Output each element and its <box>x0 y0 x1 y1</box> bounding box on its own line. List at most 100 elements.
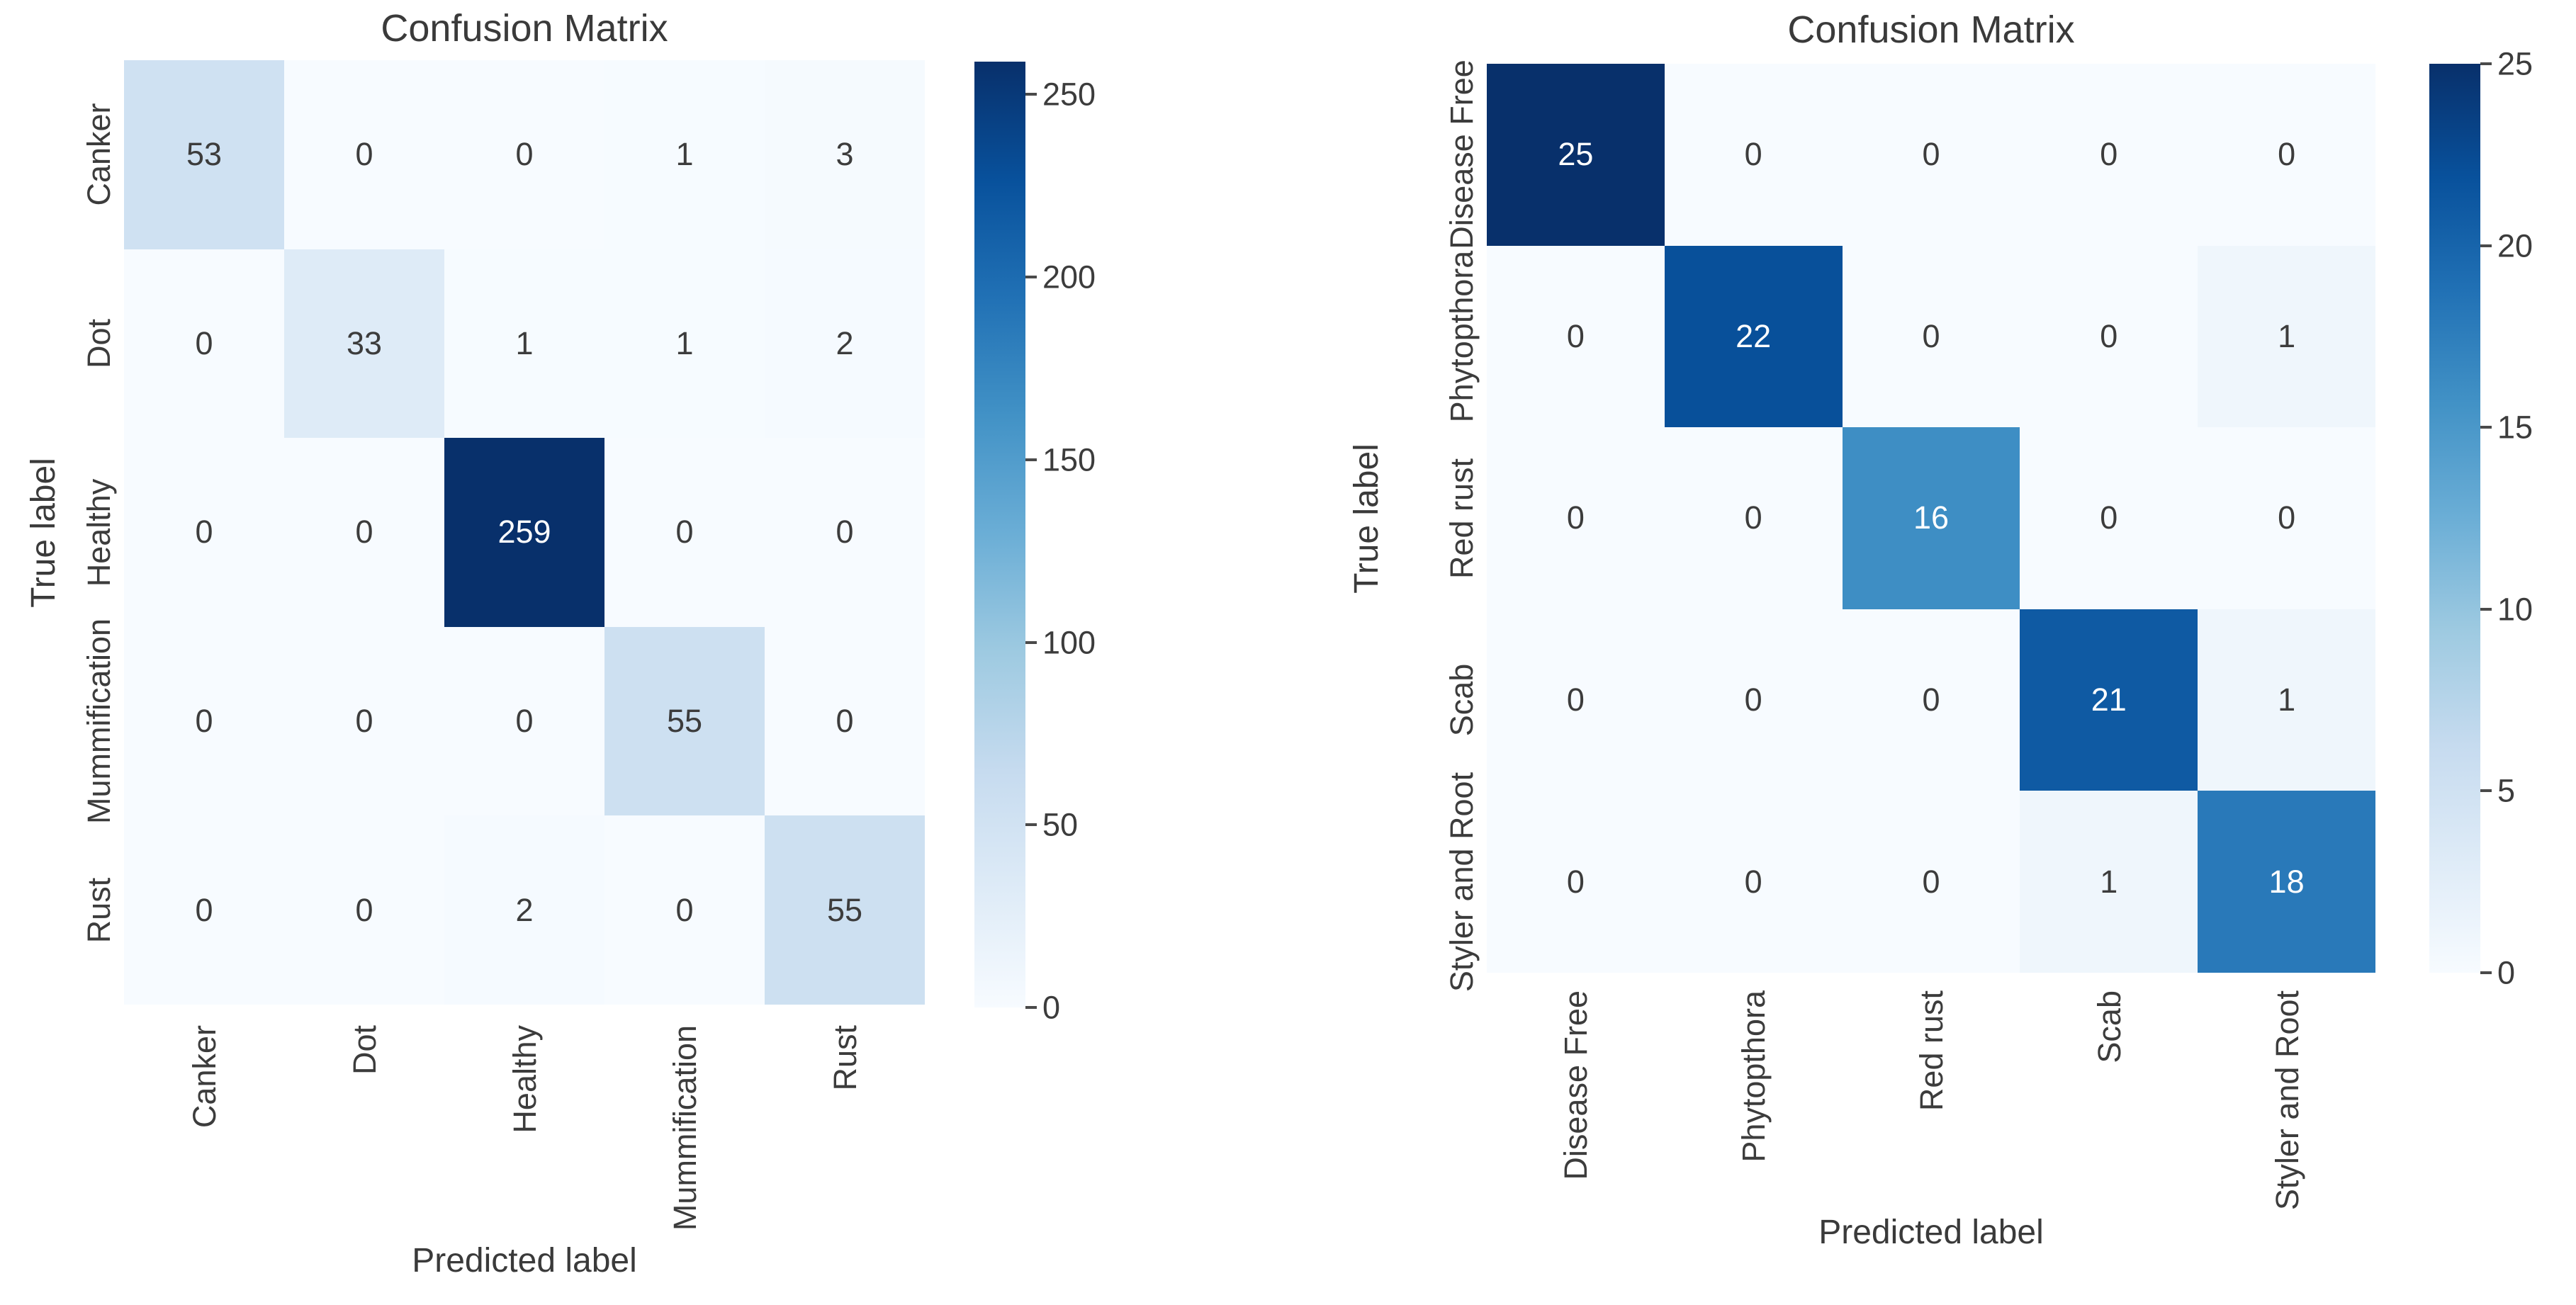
cell-value: 1 <box>515 324 534 361</box>
cell-value: 0 <box>2278 499 2296 536</box>
cell-value: 0 <box>355 514 373 550</box>
cell-value: 21 <box>2091 682 2127 718</box>
cell-phytopthora-disease-free: 0 <box>1487 245 1665 428</box>
y-tick-label-disease-free: Disease Free <box>1444 60 1480 250</box>
x-tick-label-rust: Rust <box>827 1025 863 1091</box>
y-tick-label-dot: Dot <box>81 318 117 368</box>
cell-mummification-mummification: 55 <box>604 626 765 816</box>
cell-value: 0 <box>355 136 373 173</box>
colorbar-tick-label: 200 <box>1042 259 1096 295</box>
cell-healthy-mummification: 0 <box>604 438 765 627</box>
cell-rust-healthy: 2 <box>444 815 604 1005</box>
cell-rust-mummification: 0 <box>604 815 765 1005</box>
cell-value: 0 <box>1922 682 1940 718</box>
cell-value: 0 <box>355 703 373 740</box>
colorbar-tick-label: 50 <box>1042 806 1079 843</box>
cell-value: 0 <box>355 891 373 928</box>
y-tick-label-canker: Canker <box>81 103 117 206</box>
x-tick-label-dot: Dot <box>347 1025 383 1075</box>
cell-value: 55 <box>666 703 703 740</box>
y-tick-label-phytopthora: Phytopthora <box>1444 250 1480 423</box>
cell-value: 0 <box>515 703 534 740</box>
cell-value: 0 <box>1566 682 1585 718</box>
cell-value: 25 <box>1558 136 1594 173</box>
x-tick-label-styler-and-root: Styler and Root <box>2268 990 2305 1211</box>
cell-styler-and-root-styler-and-root: 18 <box>2198 791 2375 973</box>
colorbar-tick-label: 100 <box>1042 624 1096 661</box>
colorbar-tick-mark <box>2480 244 2492 247</box>
colorbar-gradient <box>2429 64 2480 973</box>
cell-value: 0 <box>1566 317 1585 354</box>
x-tick-label-healthy: Healthy <box>507 1025 543 1134</box>
cell-value: 259 <box>497 514 551 550</box>
colorbar-tick-label: 250 <box>1042 76 1096 113</box>
cell-dot-mummification: 1 <box>604 249 765 439</box>
cell-disease-free-scab: 0 <box>2020 64 2198 246</box>
x-tick-label-scab: Scab <box>2091 990 2127 1063</box>
cell-value: 0 <box>1566 863 1585 900</box>
cell-value: 2 <box>836 324 854 361</box>
cell-value: 1 <box>2278 682 2296 718</box>
cell-mummification-rust: 0 <box>765 626 925 816</box>
colorbar-tick-mark <box>2480 426 2492 429</box>
cell-healthy-dot: 0 <box>284 438 444 627</box>
cell-value: 1 <box>675 136 694 173</box>
chart-title: Confusion Matrix <box>1787 9 2075 51</box>
x-tick-label-red-rust: Red rust <box>1913 990 1950 1112</box>
cell-dot-rust: 2 <box>765 249 925 439</box>
cell-scab-phytopthora: 0 <box>1664 609 1843 791</box>
cell-value: 0 <box>1922 863 1940 900</box>
cell-value: 16 <box>1913 499 1950 536</box>
cell-value: 18 <box>2268 863 2305 900</box>
cell-value: 0 <box>1922 136 1940 173</box>
colorbar-tick-label: 10 <box>2497 591 2533 628</box>
cell-value: 0 <box>1566 499 1585 536</box>
cell-phytopthora-scab: 0 <box>2020 245 2198 428</box>
colorbar-tick-mark <box>1025 823 1037 827</box>
y-tick-label-healthy: Healthy <box>81 478 117 587</box>
cell-canker-healthy: 0 <box>444 60 604 249</box>
cell-value: 0 <box>1922 317 1940 354</box>
y-axis-label: True label <box>1348 443 1385 594</box>
colorbar-tick-label: 0 <box>2497 954 2516 991</box>
y-tick-label-scab: Scab <box>1444 663 1480 737</box>
x-tick-label-canker: Canker <box>186 1025 223 1129</box>
cell-phytopthora-red-rust: 0 <box>1842 245 2020 428</box>
cell-canker-rust: 3 <box>765 60 925 249</box>
colorbar-tick-mark <box>2480 971 2492 974</box>
cell-value: 0 <box>1744 863 1762 900</box>
cell-value: 0 <box>836 703 854 740</box>
colorbar-tick-mark <box>1025 640 1037 644</box>
cell-value: 2 <box>515 891 534 928</box>
x-tick-label-phytopthora: Phytopthora <box>1736 990 1772 1163</box>
heatmap-grid: 53 0 0 1 3 0 33 1 1 2 0 0 259 0 0 0 0 0 55 0 0 0 2 0 55 <box>124 60 925 1005</box>
cell-styler-and-root-phytopthora: 0 <box>1664 791 1843 973</box>
colorbar-tick-mark <box>1025 1006 1037 1009</box>
cell-mummification-canker: 0 <box>124 626 284 816</box>
cell-disease-free-red-rust: 0 <box>1842 64 2020 246</box>
cell-value: 53 <box>186 136 223 173</box>
colorbar-tick-mark <box>1025 276 1037 279</box>
cell-red-rust-red-rust: 16 <box>1842 427 2020 609</box>
y-tick-label-mummification: Mummification <box>81 618 117 825</box>
cell-dot-canker: 0 <box>124 249 284 439</box>
colorbar-tick-label: 20 <box>2497 227 2533 264</box>
cell-value: 0 <box>2100 499 2118 536</box>
cell-value: 0 <box>1744 682 1762 718</box>
cell-canker-mummification: 1 <box>604 60 765 249</box>
cell-phytopthora-phytopthora: 22 <box>1664 245 1843 428</box>
y-axis-label: True label <box>25 457 62 608</box>
cell-value: 1 <box>675 324 694 361</box>
cell-value: 0 <box>2100 317 2118 354</box>
cell-value: 0 <box>836 514 854 550</box>
cell-value: 0 <box>195 703 213 740</box>
colorbar-tick-mark <box>2480 62 2492 65</box>
colorbar-tick-mark <box>1025 93 1037 96</box>
y-tick-label-red-rust: Red rust <box>1444 458 1480 579</box>
colorbar-tick-mark <box>2480 607 2492 611</box>
cell-value: 0 <box>2278 136 2296 173</box>
cell-disease-free-phytopthora: 0 <box>1664 64 1843 246</box>
cell-rust-rust: 55 <box>765 815 925 1005</box>
cell-value: 55 <box>826 891 863 928</box>
